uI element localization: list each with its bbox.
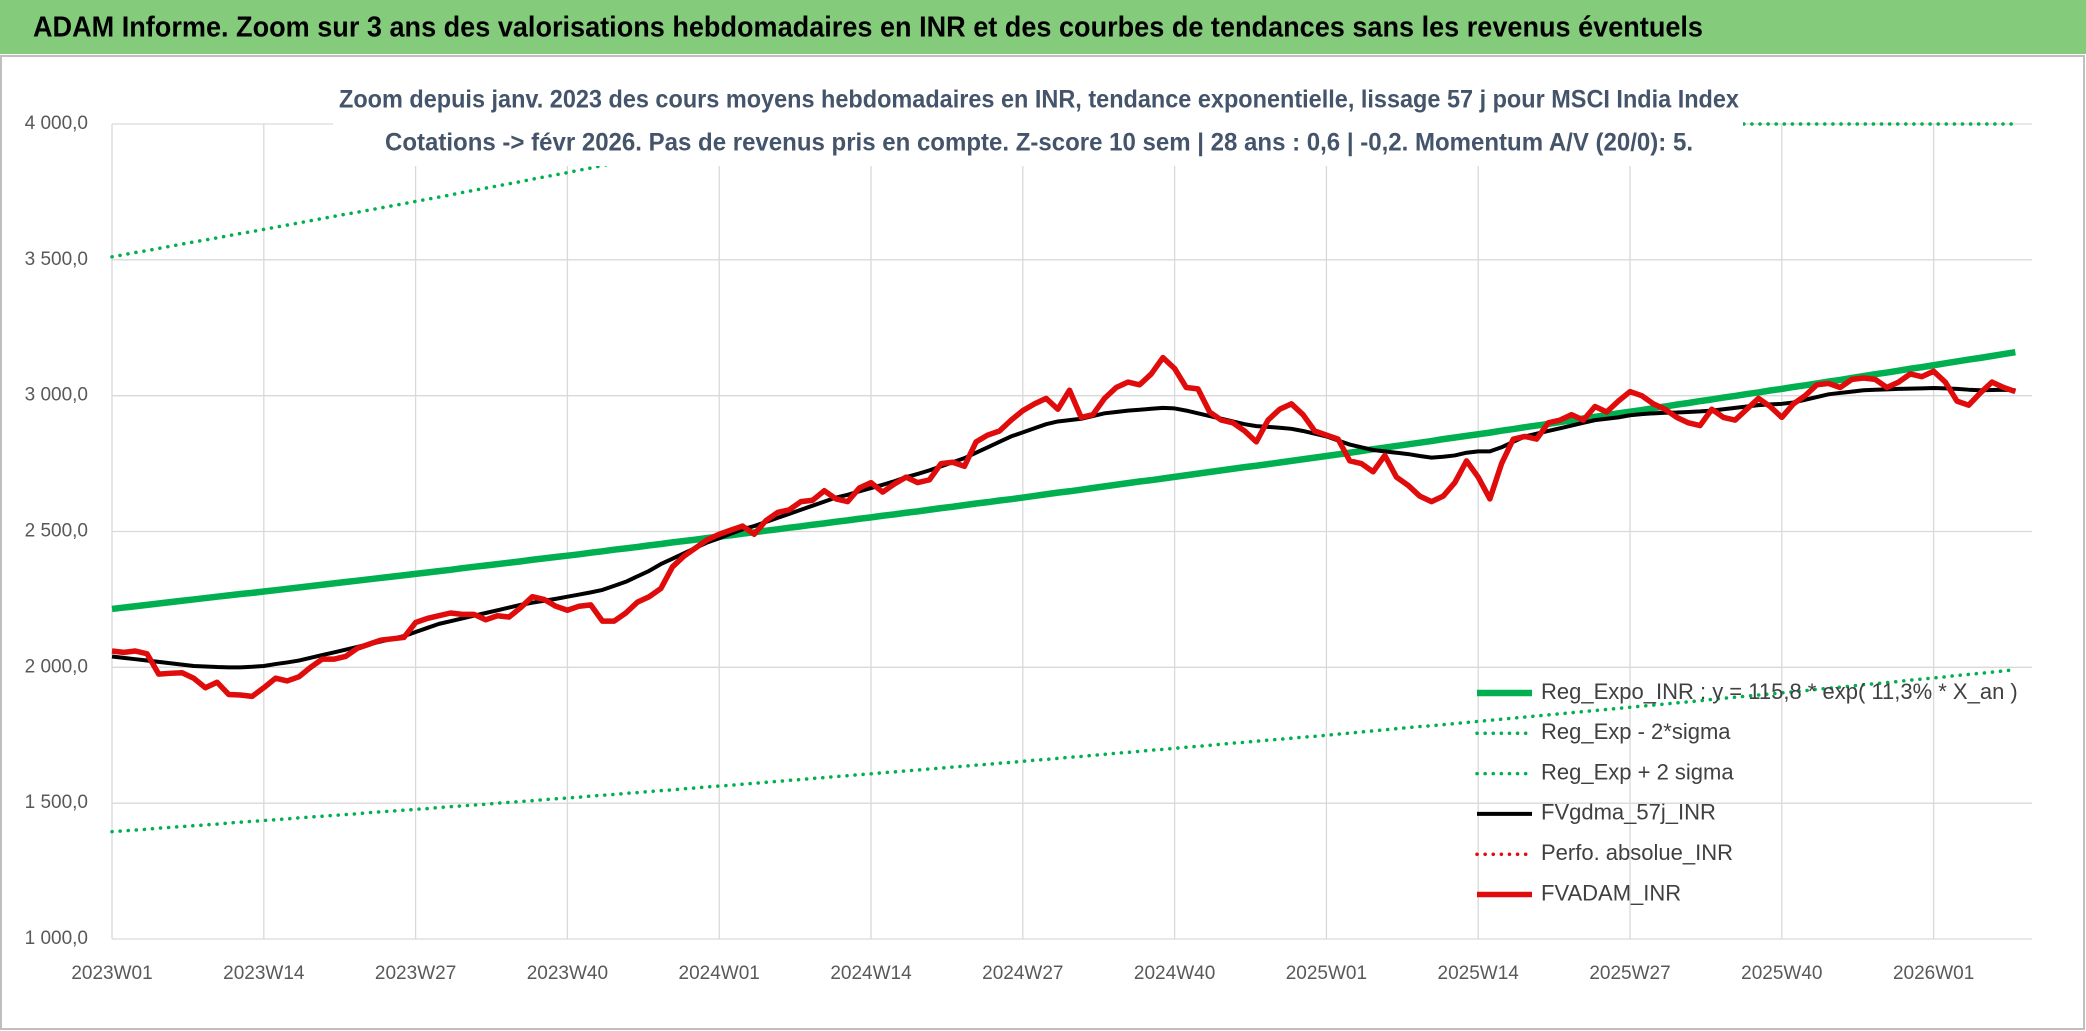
subtitle-box [333, 80, 1743, 166]
legend-label: FVADAM_INR [1541, 880, 1681, 905]
x-tick-label: 2025W01 [1286, 963, 1367, 984]
x-tick-label: 2025W27 [1589, 963, 1670, 984]
y-tick-label: 1 500,0 [25, 792, 88, 813]
x-tick-label: 2024W27 [982, 963, 1063, 984]
y-tick-label: 1 000,0 [25, 928, 88, 949]
chart-title: ADAM Informe. Zoom sur 3 ans des valoris… [33, 12, 1703, 44]
y-tick-label: 3 000,0 [25, 385, 88, 406]
chart-frame [0, 55, 2085, 1030]
y-tick-label: 4 000,0 [25, 113, 88, 134]
legend-label: Perfo. absolue_INR [1541, 840, 1733, 865]
legend-label: Reg_Exp - 2*sigma [1541, 719, 1731, 744]
x-tick-label: 2024W01 [679, 963, 760, 984]
series-line [110, 668, 2018, 834]
title-bar [0, 0, 2086, 54]
series-line [111, 354, 2017, 700]
x-tick-label: 2023W01 [71, 963, 152, 984]
y-tick-label: 3 500,0 [25, 249, 88, 270]
x-tick-label: 2025W40 [1741, 963, 1822, 984]
subtitle: Cotations -> févr 2026. Pas de revenus p… [385, 129, 1693, 157]
x-tick-label: 2023W14 [223, 963, 305, 984]
series-line [111, 386, 2016, 670]
subtitle: Zoom depuis janv. 2023 des cours moyens … [339, 86, 1739, 114]
legend-label: Reg_Expo_INR : y = 115,8 * exp( 11,3% * … [1541, 679, 2018, 704]
x-tick-label: 2024W14 [830, 963, 912, 984]
series-line [111, 348, 2016, 613]
legend-label: FVgdma_57j_INR [1541, 800, 1716, 825]
x-tick-label: 2026W01 [1893, 963, 1974, 984]
x-tick-label: 2023W27 [375, 963, 456, 984]
x-tick-label: 2023W40 [527, 963, 608, 984]
legend-label: Reg_Exp + 2 sigma [1541, 759, 1734, 784]
y-tick-label: 2 500,0 [25, 521, 88, 542]
x-tick-label: 2024W40 [1134, 963, 1215, 984]
x-tick-label: 2025W14 [1438, 963, 1520, 984]
y-tick-label: 2 000,0 [25, 656, 88, 677]
